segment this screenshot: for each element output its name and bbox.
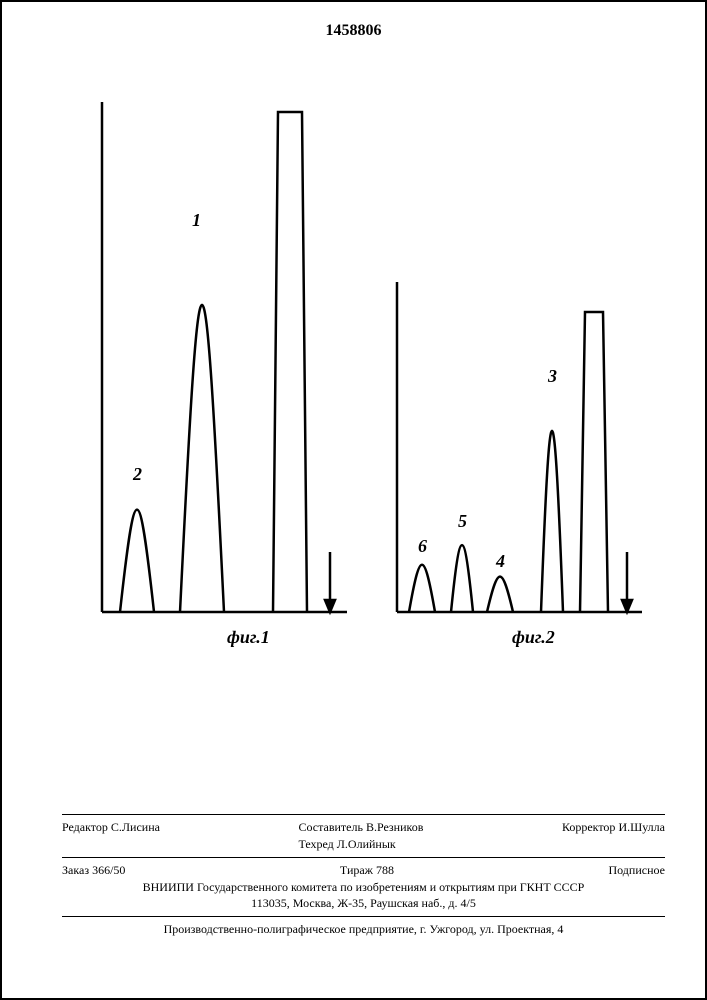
tiraj-line: Тираж 788 (340, 862, 394, 879)
corrector-line: Корректор И.Шулла (562, 819, 665, 853)
chromatogram-charts: фиг.1 фиг.2 216543 (82, 72, 642, 632)
credits-block: Редактор С.Лисина Составитель В.Резников… (62, 810, 665, 938)
peak-label-2: 2 (133, 464, 142, 485)
chromatogram-svg (82, 72, 642, 632)
order-line: Заказ 366/50 (62, 862, 125, 879)
fig2-label: фиг.2 (512, 627, 555, 648)
press-line: Производственно-полиграфическое предприя… (62, 921, 665, 938)
compiler-line: Составитель В.Резников Техред Л.Олийнык (298, 819, 423, 853)
org-line: ВНИИПИ Государственного комитета по изоб… (62, 879, 665, 896)
peak-label-5: 5 (458, 511, 467, 532)
document-number: 1458806 (2, 22, 705, 40)
fig1-label: фиг.1 (227, 627, 270, 648)
peak-label-3: 3 (548, 366, 557, 387)
subscription-line: Подписное (608, 862, 665, 879)
peak-label-6: 6 (418, 536, 427, 557)
address-line: 113035, Москва, Ж-35, Раушская наб., д. … (62, 895, 665, 912)
page: 1458806 фиг.1 фиг.2 2 1 6 5 4 3 Редактор С.Ли… (0, 0, 707, 1000)
editor-line: Редактор С.Лисина (62, 819, 160, 853)
peak-label-4: 4 (496, 551, 505, 572)
peak-label-1: 1 (192, 210, 201, 231)
